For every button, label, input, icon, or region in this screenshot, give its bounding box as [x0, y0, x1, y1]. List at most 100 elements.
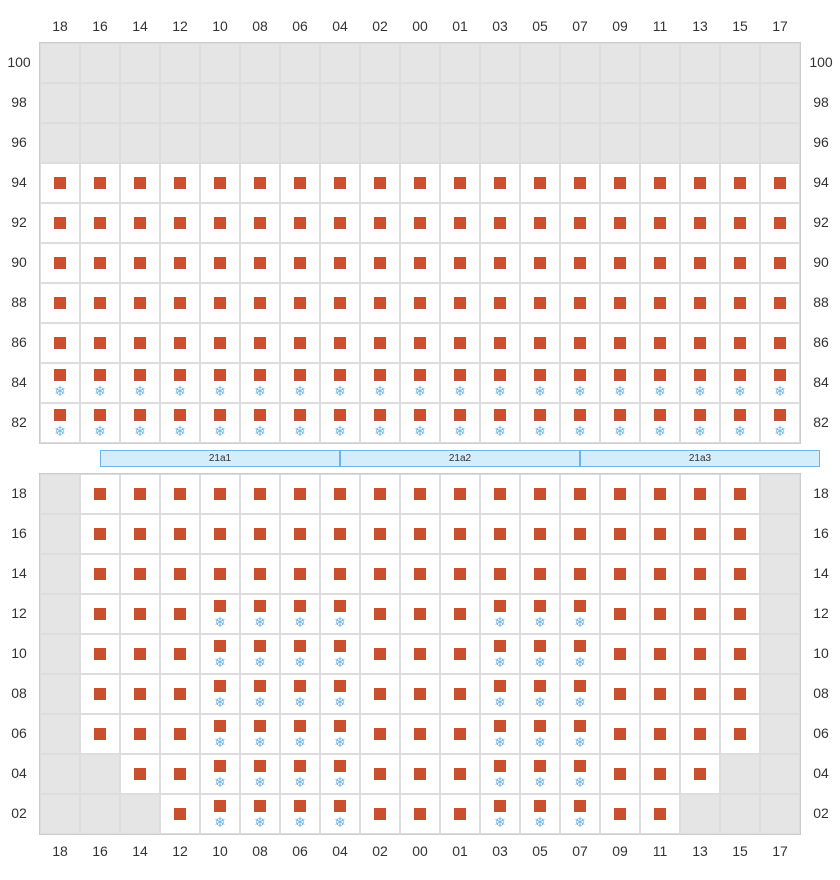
seat-cell[interactable] — [200, 474, 240, 514]
seat-cell[interactable] — [200, 323, 240, 363]
seat-cell[interactable]: ❄ — [320, 634, 360, 674]
seat-cell[interactable]: ❄ — [240, 714, 280, 754]
seat-cell[interactable] — [520, 163, 560, 203]
seat-cell[interactable] — [400, 474, 440, 514]
seat-cell[interactable] — [720, 163, 760, 203]
seat-cell[interactable] — [360, 243, 400, 283]
seat-cell[interactable] — [760, 283, 800, 323]
seat-cell[interactable] — [760, 203, 800, 243]
seat-cell[interactable] — [720, 594, 760, 634]
seat-cell[interactable] — [120, 243, 160, 283]
seat-cell[interactable] — [720, 634, 760, 674]
seat-cell[interactable]: ❄ — [280, 363, 320, 403]
seat-cell[interactable] — [320, 554, 360, 594]
seat-cell[interactable]: ❄ — [160, 363, 200, 403]
seat-cell[interactable] — [680, 754, 720, 794]
seat-cell[interactable] — [560, 203, 600, 243]
seat-cell[interactable] — [80, 203, 120, 243]
seat-cell[interactable] — [720, 674, 760, 714]
seat-cell[interactable]: ❄ — [480, 363, 520, 403]
seat-cell[interactable] — [280, 323, 320, 363]
seat-cell[interactable] — [280, 163, 320, 203]
seat-cell[interactable]: ❄ — [520, 403, 560, 443]
seat-cell[interactable]: ❄ — [280, 754, 320, 794]
seat-cell[interactable]: ❄ — [480, 714, 520, 754]
seat-cell[interactable] — [80, 283, 120, 323]
seat-cell[interactable] — [160, 674, 200, 714]
seat-cell[interactable] — [600, 203, 640, 243]
seat-cell[interactable]: ❄ — [480, 403, 520, 443]
seat-cell[interactable] — [360, 323, 400, 363]
seat-cell[interactable]: ❄ — [280, 794, 320, 834]
seat-cell[interactable] — [400, 594, 440, 634]
seat-cell[interactable]: ❄ — [560, 674, 600, 714]
seat-cell[interactable] — [680, 554, 720, 594]
seat-cell[interactable] — [600, 283, 640, 323]
seat-cell[interactable] — [240, 203, 280, 243]
seat-cell[interactable] — [600, 594, 640, 634]
seat-cell[interactable] — [640, 634, 680, 674]
seat-cell[interactable]: ❄ — [480, 674, 520, 714]
seat-cell[interactable]: ❄ — [80, 403, 120, 443]
seat-cell[interactable] — [120, 474, 160, 514]
seat-cell[interactable] — [480, 283, 520, 323]
seat-cell[interactable] — [640, 323, 680, 363]
seat-cell[interactable] — [440, 674, 480, 714]
seat-cell[interactable] — [80, 714, 120, 754]
seat-cell[interactable]: ❄ — [680, 363, 720, 403]
seat-cell[interactable] — [440, 634, 480, 674]
seat-cell[interactable] — [520, 323, 560, 363]
seat-cell[interactable] — [80, 474, 120, 514]
seat-cell[interactable] — [400, 283, 440, 323]
seat-cell[interactable]: ❄ — [560, 363, 600, 403]
seat-cell[interactable]: ❄ — [240, 674, 280, 714]
seat-cell[interactable] — [400, 514, 440, 554]
seat-cell[interactable] — [680, 283, 720, 323]
seat-cell[interactable] — [120, 514, 160, 554]
seat-cell[interactable]: ❄ — [240, 363, 280, 403]
seat-cell[interactable] — [560, 474, 600, 514]
seat-cell[interactable] — [480, 203, 520, 243]
seat-cell[interactable]: ❄ — [200, 794, 240, 834]
seat-cell[interactable] — [80, 554, 120, 594]
seat-cell[interactable] — [520, 474, 560, 514]
seat-cell[interactable] — [160, 714, 200, 754]
seat-cell[interactable] — [120, 634, 160, 674]
seat-cell[interactable] — [440, 474, 480, 514]
seat-cell[interactable] — [440, 203, 480, 243]
seat-cell[interactable] — [200, 203, 240, 243]
seat-cell[interactable] — [320, 203, 360, 243]
seat-cell[interactable] — [680, 594, 720, 634]
seat-cell[interactable] — [120, 594, 160, 634]
seat-cell[interactable]: ❄ — [760, 363, 800, 403]
seat-cell[interactable]: ❄ — [280, 403, 320, 443]
seat-cell[interactable] — [560, 323, 600, 363]
seat-cell[interactable]: ❄ — [560, 594, 600, 634]
seat-cell[interactable] — [320, 163, 360, 203]
seat-cell[interactable]: ❄ — [720, 403, 760, 443]
seat-cell[interactable] — [400, 323, 440, 363]
seat-cell[interactable] — [600, 163, 640, 203]
seat-cell[interactable] — [160, 754, 200, 794]
seat-cell[interactable]: ❄ — [320, 594, 360, 634]
seat-cell[interactable]: ❄ — [520, 714, 560, 754]
seat-cell[interactable] — [680, 674, 720, 714]
seat-cell[interactable] — [560, 243, 600, 283]
seat-cell[interactable]: ❄ — [520, 794, 560, 834]
seat-cell[interactable]: ❄ — [40, 403, 80, 443]
seat-cell[interactable] — [280, 474, 320, 514]
seat-cell[interactable] — [520, 514, 560, 554]
seat-cell[interactable] — [400, 554, 440, 594]
seat-cell[interactable] — [160, 203, 200, 243]
seat-cell[interactable]: ❄ — [280, 634, 320, 674]
seat-cell[interactable]: ❄ — [240, 754, 280, 794]
seat-cell[interactable] — [600, 323, 640, 363]
seat-cell[interactable] — [240, 554, 280, 594]
seat-cell[interactable] — [640, 794, 680, 834]
seat-cell[interactable] — [360, 594, 400, 634]
seat-cell[interactable] — [120, 714, 160, 754]
seat-cell[interactable]: ❄ — [200, 674, 240, 714]
seat-cell[interactable] — [360, 794, 400, 834]
seat-cell[interactable] — [120, 203, 160, 243]
seat-cell[interactable] — [720, 323, 760, 363]
